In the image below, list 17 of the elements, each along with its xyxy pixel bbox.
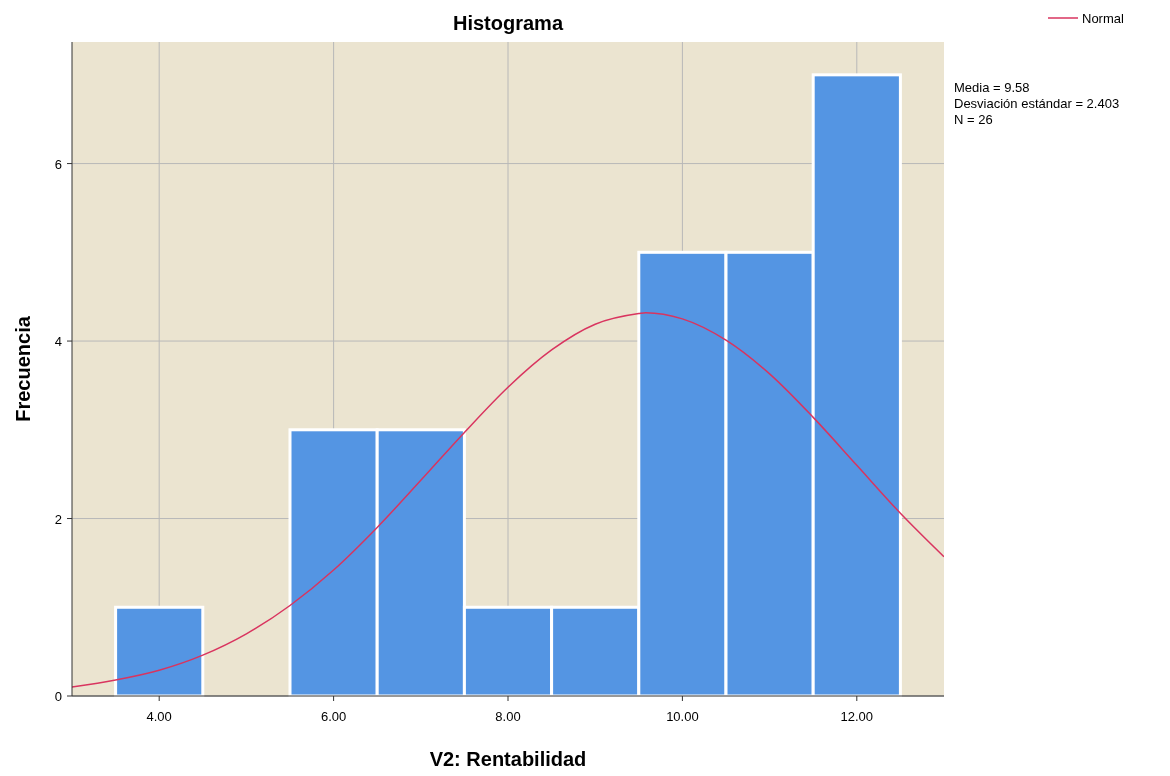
text: Media = 9.58 — [954, 80, 1030, 95]
text: N = 26 — [954, 112, 993, 127]
text: Desviación estándar = 2.403 — [954, 96, 1120, 111]
chart-title: Histograma — [452, 12, 564, 34]
x-tick-label: 12.00 — [840, 709, 874, 724]
x-axis-title: V2: Rentabilidad — [429, 748, 587, 770]
x-tick-label: 6.00 — [320, 709, 347, 724]
x-tick-label: 10.00 — [666, 709, 699, 724]
y-tick-label: 6 — [54, 156, 62, 172]
y-tick-label: 4 — [54, 334, 62, 350]
line-series — [72, 311, 944, 688]
y-axis-title: Frecuencia — [12, 315, 34, 422]
legend-label: Normal — [1082, 11, 1125, 26]
y-tick-label: 0 — [54, 689, 62, 704]
y-tick-label: 2 — [54, 511, 62, 527]
x-tick-label: 4.00 — [146, 709, 172, 724]
x-tick-label: 8.00 — [495, 709, 521, 724]
